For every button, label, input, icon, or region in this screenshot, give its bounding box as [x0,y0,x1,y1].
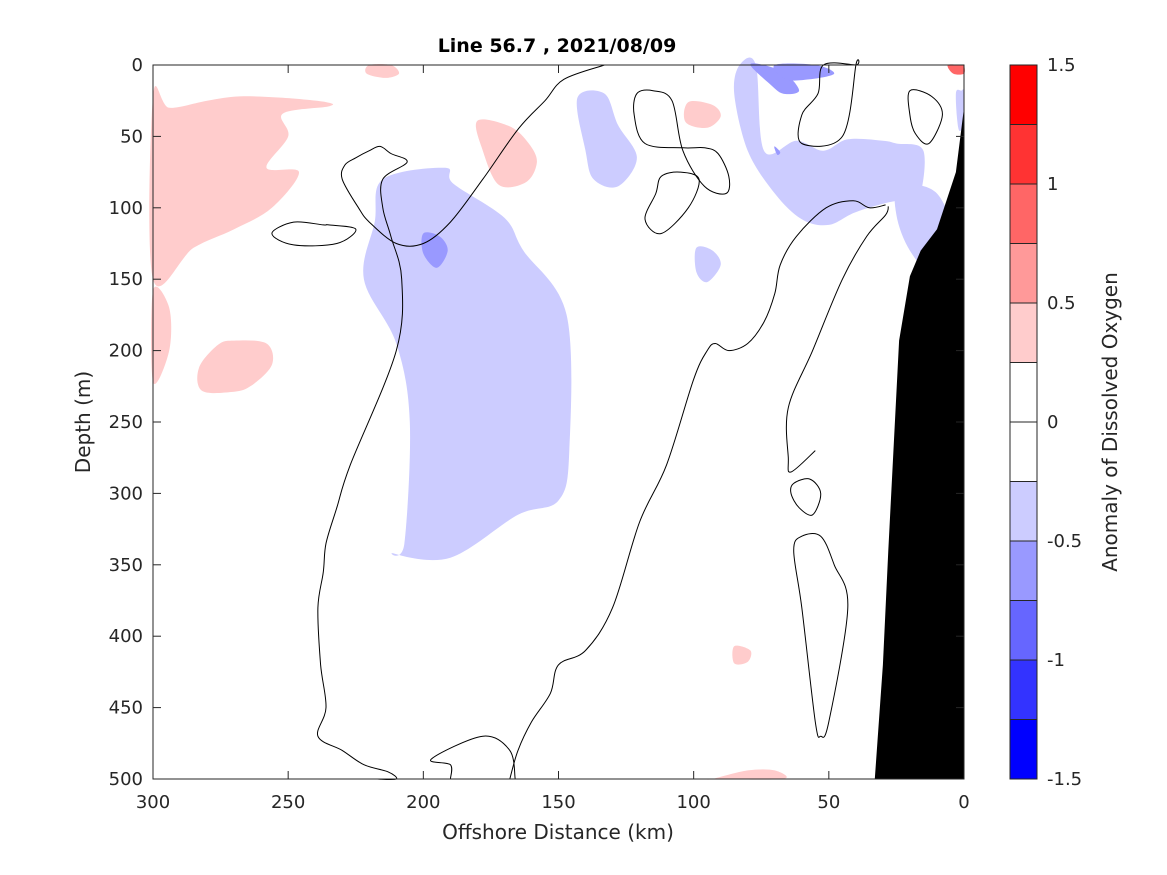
colorbar-tick-label: 1 [1047,174,1058,195]
colorbar-swatch [1010,481,1037,542]
colorbar-swatch [1010,303,1037,363]
seafloor-polygon [874,107,964,780]
x-tick-label: 300 [136,792,170,813]
zero-contour-8 [793,533,849,738]
zero-contour-9 [644,171,700,235]
chart-title: Line 56.7 , 2021/08/09 [438,35,677,57]
anomaly-region-18 [773,63,835,81]
anomaly-regions [149,57,965,780]
anomaly-region-15 [955,89,965,132]
colorbar: 1.5 1 0.5 0 -0.5 -1 -1.5 [1009,55,1082,790]
colorbar-tick-label: 0.5 [1047,293,1076,314]
x-tick-label: 150 [541,792,575,813]
y-tick-label: 350 [109,555,143,576]
bathymetry [874,107,964,780]
colorbar-tick-label: -1.5 [1047,769,1082,790]
y-tick-label: 50 [120,126,143,147]
colorbar-swatch [1010,124,1037,185]
anomaly-region-3 [197,340,274,394]
y-axis-ticks: 0 50 100 150 200 250 300 350 400 450 500 [109,55,964,790]
zero-contour-5 [633,89,731,195]
anomaly-region-5 [365,63,400,78]
colorbar-swatch [1010,65,1037,125]
y-axis-label: Depth (m) [71,371,95,473]
plot-area: 300 250 200 150 100 50 0 050100150200250300350… [109,55,970,813]
y-tick-label: 200 [109,341,143,362]
anomaly-region-13 [694,246,721,283]
zero-contours [271,59,943,781]
zero-contour-1 [430,735,516,780]
x-axis-label: Offshore Distance (km) [442,820,674,844]
anomaly-region-11 [576,90,637,188]
anomaly-region-17 [750,63,800,95]
anomaly-region-8 [705,769,787,780]
colorbar-tick-label: -1 [1047,650,1065,671]
anomaly-region-6 [683,101,721,129]
y-tick-label: 100 [109,198,143,219]
colorbar-label: Anomaly of Dissolved Oxygen [1098,272,1122,572]
anomaly-region-2 [150,286,172,385]
y-tick-label: 300 [109,483,143,504]
x-tick-label: 200 [406,792,440,813]
y-tick-label: 400 [109,626,143,647]
colorbar-swatch [1010,541,1037,601]
colorbar-frame [1009,64,1038,780]
anomaly-region-10 [363,167,572,561]
anomaly-region-7 [732,645,752,665]
y-tick-label: 150 [109,269,143,290]
colorbar-swatch [1010,184,1037,244]
y-tick-label: 450 [109,698,143,719]
colorbar-tick-label: -0.5 [1047,531,1082,552]
zero-contour-0 [316,64,605,781]
zero-contour-2 [509,200,886,780]
y-tick-label: 250 [109,412,143,433]
anomaly-region-19 [774,146,781,156]
colorbar-swatch [1010,243,1037,304]
x-tick-label: 50 [817,792,840,813]
anomaly-region-12 [733,57,925,226]
x-tick-label: 250 [271,792,305,813]
colorbar-swatch [1010,422,1037,482]
zero-contour-7 [790,478,822,516]
zero-contour-10 [907,89,943,145]
x-tick-label: 0 [958,792,969,813]
colorbar-ticks: 1.5 1 0.5 0 -0.5 -1 -1.5 [1047,55,1082,790]
colorbar-swatches [1010,64,1037,780]
zero-contour-6 [271,221,357,247]
x-tick-label: 100 [676,792,710,813]
x-axis-ticks: 300 250 200 150 100 50 0 [136,65,970,813]
anomaly-region-4 [475,119,537,188]
colorbar-swatch [1010,362,1037,423]
colorbar-swatch [1010,660,1037,720]
colorbar-tick-label: 0 [1047,412,1058,433]
y-tick-label: 0 [132,55,143,76]
colorbar-tick-label: 1.5 [1047,55,1076,76]
y-tick-label: 500 [109,769,143,790]
colorbar-swatch [1010,600,1037,661]
zero-contour-3 [785,206,889,473]
anomaly-region-9 [947,64,965,75]
colorbar-swatch [1010,719,1037,780]
zero-contour-4 [797,59,860,147]
anomaly-region-1 [149,86,334,287]
